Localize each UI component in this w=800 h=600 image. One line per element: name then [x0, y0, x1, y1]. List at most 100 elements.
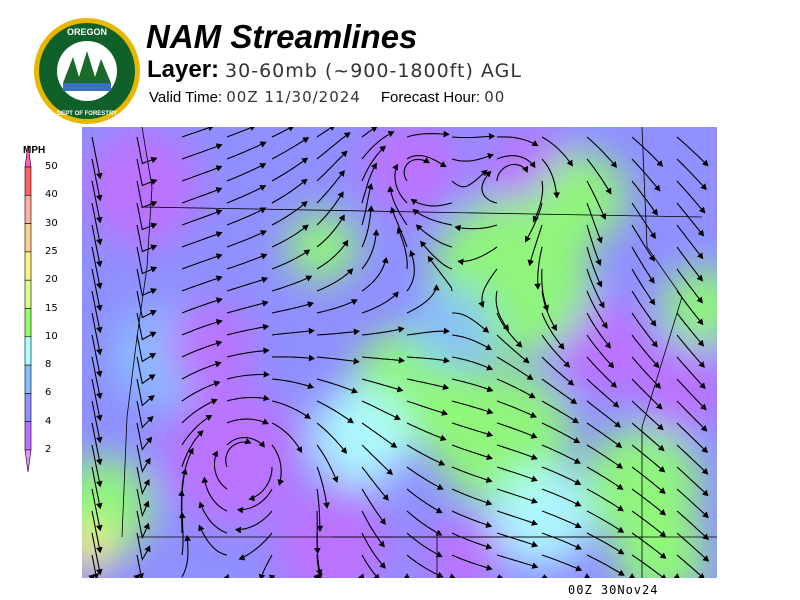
streamline	[406, 422, 446, 441]
streamline-arrow	[454, 224, 461, 232]
streamline	[676, 378, 707, 410]
streamline-arrow	[701, 159, 709, 167]
streamline	[271, 275, 312, 292]
streamline-arrow	[184, 534, 191, 542]
streamline-arrow	[351, 387, 358, 394]
streamline-arrow	[398, 356, 405, 364]
streamline	[586, 378, 619, 408]
streamline-arrow	[584, 573, 591, 578]
legend-swatch	[24, 364, 32, 394]
streamline-arrow	[214, 360, 222, 368]
streamline-arrow	[96, 304, 103, 312]
streamline	[631, 158, 661, 191]
streamline	[586, 400, 621, 428]
streamline-arrow	[196, 430, 204, 437]
streamline-arrow	[531, 562, 539, 569]
streamline	[181, 254, 222, 270]
streamline-arrow	[366, 182, 374, 190]
streamline-arrow	[658, 465, 666, 473]
streamline-arrow	[497, 574, 503, 578]
streamline-arrow	[215, 297, 223, 304]
streamline	[181, 209, 222, 226]
streamline-arrow	[412, 208, 420, 216]
streamline-arrow	[88, 574, 95, 578]
streamline-arrow	[213, 380, 221, 387]
streamline-arrow	[696, 274, 703, 282]
streamline-arrow	[379, 518, 386, 525]
legend-tick: 40	[45, 189, 58, 201]
streamline	[91, 356, 101, 399]
streamline-arrow	[215, 187, 223, 194]
layer-label: Layer:	[147, 56, 220, 83]
streamline	[631, 224, 655, 262]
streamline	[631, 532, 666, 559]
streamline	[226, 373, 269, 380]
streamline-arrow	[244, 438, 252, 445]
streamline	[91, 246, 101, 289]
streamline-arrow	[478, 301, 485, 308]
streamline	[361, 466, 389, 501]
streamline	[271, 127, 292, 138]
streamline-arrow	[215, 340, 223, 347]
streamline-arrow	[340, 150, 348, 158]
wind-speed-region	[412, 287, 492, 367]
streamline-arrow	[215, 209, 223, 216]
streamline	[496, 136, 538, 147]
streamline-arrow	[600, 212, 607, 220]
legend-swatch	[24, 166, 32, 196]
streamline-arrow	[296, 446, 303, 454]
streamline	[91, 532, 101, 575]
streamline-arrow	[441, 409, 449, 416]
streamline-arrow	[449, 573, 456, 578]
legend-swatch	[24, 251, 32, 281]
streamline	[361, 554, 378, 578]
streamline	[226, 418, 269, 425]
streamline-arrow	[259, 141, 267, 148]
streamline-arrow	[550, 324, 558, 332]
streamline-arrow	[542, 574, 548, 578]
streamline-arrow	[700, 424, 708, 432]
streamline	[586, 334, 614, 368]
legend-tick: 10	[45, 330, 58, 342]
streamline	[271, 137, 309, 160]
legend-tick: 50	[45, 161, 58, 172]
streamline-arrow	[261, 418, 269, 425]
streamline	[361, 230, 378, 270]
streamline-arrow	[215, 319, 223, 326]
streamline	[136, 400, 154, 429]
streamline	[586, 444, 623, 469]
streamline	[271, 378, 314, 388]
streamline-arrow	[607, 361, 615, 369]
streamline-arrow	[656, 423, 664, 431]
streamline	[361, 131, 394, 160]
streamline	[451, 510, 492, 527]
streamline	[451, 356, 493, 370]
streamline	[91, 158, 101, 201]
streamline	[316, 533, 321, 575]
streamline	[181, 144, 222, 160]
streamline-arrow	[617, 548, 625, 555]
streamline-arrow	[657, 444, 665, 452]
legend-tick: 4	[45, 415, 52, 427]
streamline	[541, 268, 549, 311]
streamline-arrow	[234, 526, 242, 534]
wind-speed-region	[162, 387, 302, 527]
streamline-arrow	[393, 414, 401, 421]
streamline	[361, 206, 372, 248]
streamline-arrow	[150, 178, 158, 186]
legend-swatch	[24, 336, 32, 366]
streamline	[199, 502, 228, 534]
streamline-arrow	[558, 342, 565, 350]
oregon-dept-forestry-logo: OREGON DEPT OF FORESTRY	[34, 18, 140, 124]
streamline	[631, 510, 666, 537]
streamline	[631, 422, 665, 451]
streamline	[361, 327, 404, 336]
streamline-arrow	[653, 184, 661, 192]
streamline-arrow	[651, 208, 658, 216]
streamline-arrow	[149, 309, 157, 316]
streamline-arrow	[96, 436, 103, 444]
streamline-arrow	[659, 530, 667, 538]
streamline	[316, 356, 359, 363]
legend-swatch	[24, 194, 32, 224]
streamline-arrow	[701, 489, 709, 497]
